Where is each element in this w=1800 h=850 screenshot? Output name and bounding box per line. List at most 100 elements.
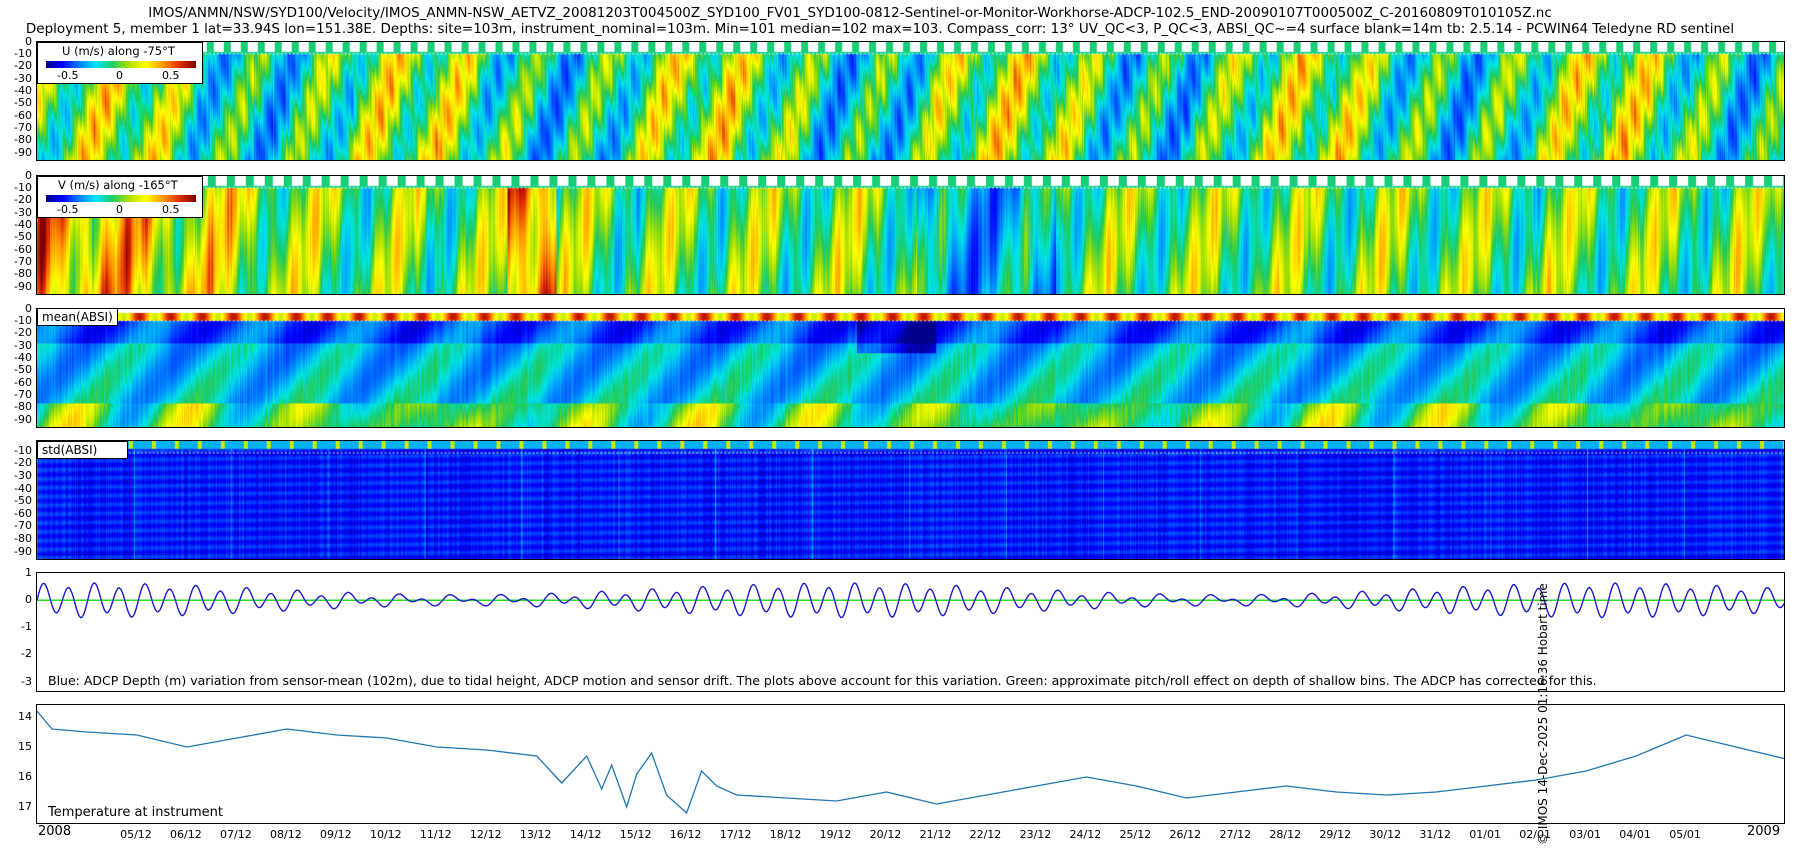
y-tick-label: -70 (14, 255, 32, 269)
y-tick-label: 17 (18, 799, 32, 813)
y-tick-label: -60 (14, 506, 32, 520)
x-tick-label: 24/12 (1069, 828, 1102, 841)
u-velocity-heatmap (37, 42, 1784, 160)
y-tick-label: 1 (25, 565, 32, 579)
y-tick-label: -40 (14, 350, 32, 364)
y-tick-label: -50 (14, 230, 32, 244)
x-axis-start-year: 2008 (38, 824, 72, 839)
y-tick-label: -30 (14, 338, 32, 352)
temperature-panel (36, 704, 1785, 824)
y-tick-label: -60 (14, 108, 32, 122)
depth-variation-note: Blue: ADCP Depth (m) variation from sens… (48, 673, 1597, 688)
x-tick-label: 23/12 (1019, 828, 1052, 841)
mean-absi-panel (36, 308, 1785, 428)
x-tick-label: 16/12 (669, 828, 702, 841)
temperature-svg (37, 710, 1784, 815)
y-tick-label: -40 (14, 83, 32, 97)
y-tick-label: -90 (14, 544, 32, 558)
u-colorbar-tick-pos: 0.5 (162, 69, 180, 82)
mean-absi-heatmap (37, 309, 1784, 427)
u-colorbar-tick-neg: -0.5 (57, 69, 79, 82)
x-tick-label: 12/12 (469, 828, 502, 841)
std-absi-label: std(ABSI) (37, 441, 128, 459)
std-absi-heatmap (37, 441, 1784, 559)
x-tick-label: 14/12 (569, 828, 602, 841)
x-tick-label: 17/12 (719, 828, 752, 841)
side-caption: © IMOS 14-Dec-2025 01:16:36 Hobart time (1536, 583, 1551, 845)
x-tick-label: 05/12 (120, 828, 152, 841)
y-tick-label: -30 (14, 71, 32, 85)
y-tick-label: -30 (14, 468, 32, 482)
v-colorbar-tick-neg: -0.5 (57, 203, 79, 216)
y-tick-label: -50 (14, 96, 32, 110)
x-tick-label: 02/01 (1519, 828, 1551, 841)
x-tick-label: 28/12 (1269, 828, 1302, 841)
x-tick-label: 30/12 (1369, 828, 1402, 841)
y-tick-label: -40 (14, 217, 32, 231)
y-tick-label: -60 (14, 375, 32, 389)
u-legend-label: U (m/s) along -75°T (62, 44, 175, 58)
x-tick-label: 11/12 (419, 828, 452, 841)
u-velocity-panel (36, 41, 1785, 161)
chart-title-line-1: IMOS/ANMN/NSW/SYD100/Velocity/IMOS_ANMN-… (148, 5, 1552, 21)
y-tick-label: -10 (14, 313, 32, 327)
chart-title-line-2: Deployment 5, member 1 lat=33.94S lon=15… (25, 21, 1735, 37)
y-tick-label: -1 (21, 620, 32, 634)
x-tick-label: 20/12 (869, 828, 902, 841)
y-tick-label: -20 (14, 456, 32, 470)
y-tick-label: 15 (18, 739, 32, 753)
x-tick-label: 27/12 (1219, 828, 1252, 841)
x-tick-label: 26/12 (1169, 828, 1202, 841)
y-tick-label: 0 (25, 34, 32, 48)
y-tick-label: 14 (18, 709, 32, 723)
y-tick-label: -80 (14, 400, 32, 414)
y-tick-label: -40 (14, 481, 32, 495)
y-tick-label: -20 (14, 59, 32, 73)
temperature-series-line (37, 710, 1784, 815)
y-tick-label: -90 (14, 412, 32, 426)
u-colorbar (46, 61, 196, 68)
y-tick-label: 0 (25, 168, 32, 182)
v-colorbar-tick-pos: 0.5 (162, 203, 180, 216)
temperature-label: Temperature at instrument (48, 805, 223, 820)
v-colorbar (46, 195, 196, 202)
y-tick-label: -70 (14, 388, 32, 402)
v-legend-label: V (m/s) along -165°T (58, 178, 178, 192)
y-tick-label: -2 (21, 647, 32, 661)
x-tick-label: 21/12 (919, 828, 952, 841)
x-tick-label: 07/12 (220, 828, 252, 841)
adcp-depth-series-line (37, 582, 1784, 619)
x-tick-label: 22/12 (969, 828, 1002, 841)
y-tick-label: -3 (21, 674, 32, 688)
y-tick-label: -30 (14, 205, 32, 219)
x-tick-label: 03/01 (1569, 828, 1601, 841)
y-tick-label: -10 (14, 443, 32, 457)
x-tick-label: 01/01 (1469, 828, 1502, 841)
y-tick-label: -80 (14, 532, 32, 546)
x-tick-label: 08/12 (269, 828, 302, 841)
x-tick-label: 09/12 (319, 828, 352, 841)
y-tick-label: -10 (14, 46, 32, 60)
x-tick-label: 18/12 (769, 828, 802, 841)
depth-variation-svg (37, 582, 1784, 619)
y-tick-label: 0 (25, 301, 32, 315)
y-tick-label: -70 (14, 519, 32, 533)
y-tick-label: -20 (14, 193, 32, 207)
x-tick-label: 05/01 (1669, 828, 1701, 841)
y-tick-label: -20 (14, 326, 32, 340)
v-legend: V (m/s) along -165°T -0.5 0 0.5 (37, 176, 203, 218)
x-tick-label: 15/12 (619, 828, 652, 841)
v-velocity-heatmap (37, 176, 1784, 294)
x-tick-label: 31/12 (1419, 828, 1452, 841)
x-tick-label: 13/12 (519, 828, 552, 841)
y-tick-label: -70 (14, 121, 32, 135)
y-tick-label: -80 (14, 267, 32, 281)
x-tick-label: 25/12 (1119, 828, 1152, 841)
x-axis-end-year: 2009 (1747, 824, 1781, 839)
x-tick-label: 19/12 (819, 828, 852, 841)
x-tick-label: 06/12 (170, 828, 202, 841)
u-legend: U (m/s) along -75°T -0.5 0 0.5 (37, 42, 203, 84)
y-tick-label: -60 (14, 242, 32, 256)
y-tick-label: -90 (14, 145, 32, 159)
y-tick-label: -50 (14, 363, 32, 377)
